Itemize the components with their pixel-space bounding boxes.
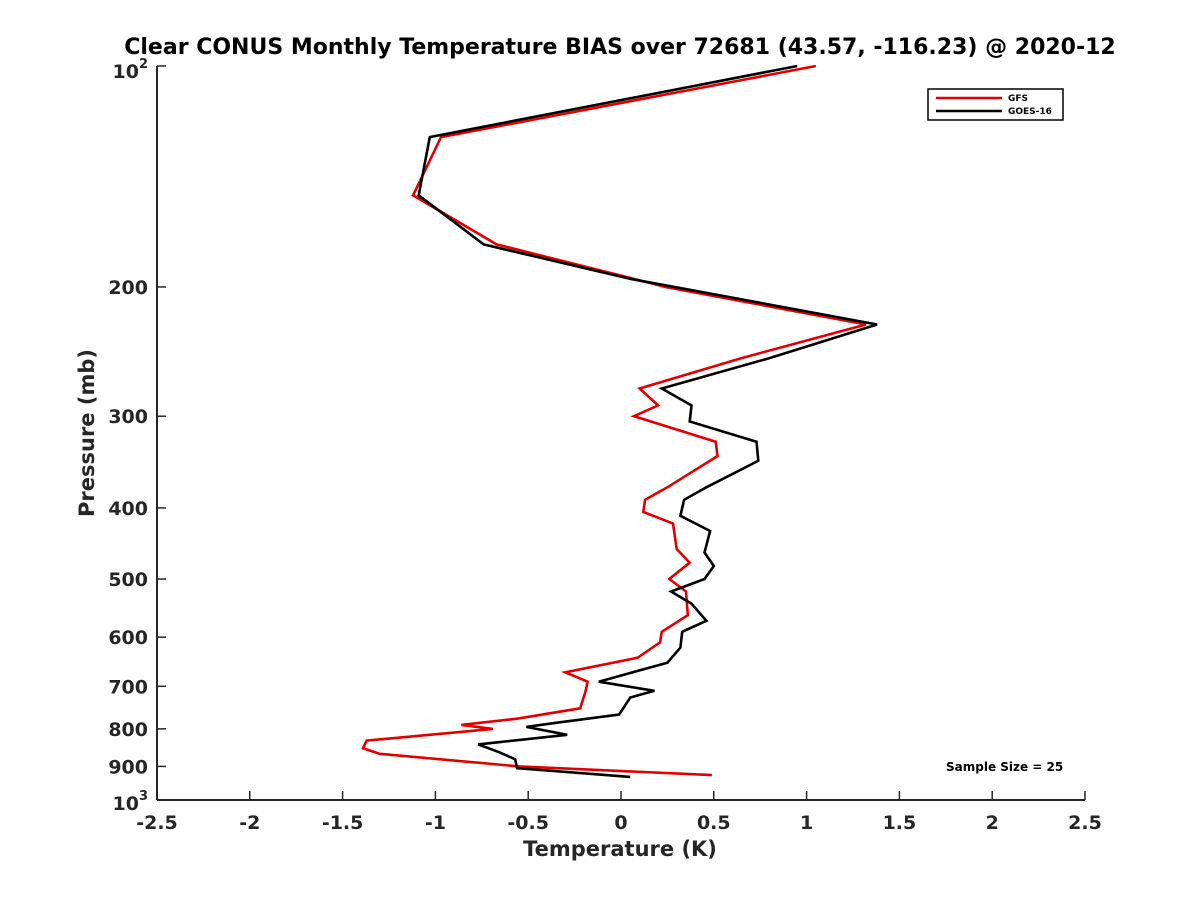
series-group [361, 64, 878, 779]
x-tick-label: 2 [986, 812, 999, 834]
x-ticks: -2.5 -2 -1.5 -1 -0.5 0 0.5 1 1.5 2 2.5 [136, 791, 1102, 834]
y-tick-label: 800 [108, 719, 148, 741]
y-tick-label: 300 [108, 406, 148, 428]
x-tick-label: 0.5 [697, 812, 731, 834]
chart-title: Clear CONUS Monthly Temperature BIAS ove… [124, 35, 1115, 60]
y-ticks: 200 300 400 500 600 700 800 900 [108, 65, 166, 801]
x-tick-label: 2.5 [1068, 812, 1102, 834]
legend-label-goes16: GOES-16 [1008, 107, 1052, 117]
sample-size-annotation: Sample Size = 25 [946, 760, 1063, 774]
series-line-gfs [361, 64, 867, 777]
y-tick-label: 600 [108, 627, 148, 649]
y-tick-label-top: 102 [113, 57, 149, 83]
y-tick-label: 700 [108, 676, 148, 698]
x-tick-label: 1.5 [883, 812, 917, 834]
x-tick-label: -0.5 [507, 812, 549, 834]
y-tick-label: 900 [108, 756, 148, 778]
x-tick-label: 1 [800, 812, 813, 834]
x-tick-label: -2.5 [136, 812, 178, 834]
x-tick-label: -1.5 [322, 812, 364, 834]
y-axis-title: Pressure (mb) [75, 349, 99, 517]
x-tick-label: -2 [239, 812, 260, 834]
y-tick-label: 200 [108, 277, 148, 299]
y-tick-label-bottom: 103 [113, 789, 149, 815]
legend: GFS GOES-16 [927, 88, 1064, 121]
legend-label-gfs: GFS [1008, 94, 1028, 104]
x-axis-title: Temperature (K) [523, 837, 717, 861]
x-tick-label: 0 [614, 812, 627, 834]
y-tick-label: 400 [108, 498, 148, 520]
legend-box [927, 88, 1064, 121]
series-line-goes16 [417, 64, 878, 779]
x-tick-label: -1 [425, 812, 446, 834]
y-tick-label: 500 [108, 569, 148, 591]
